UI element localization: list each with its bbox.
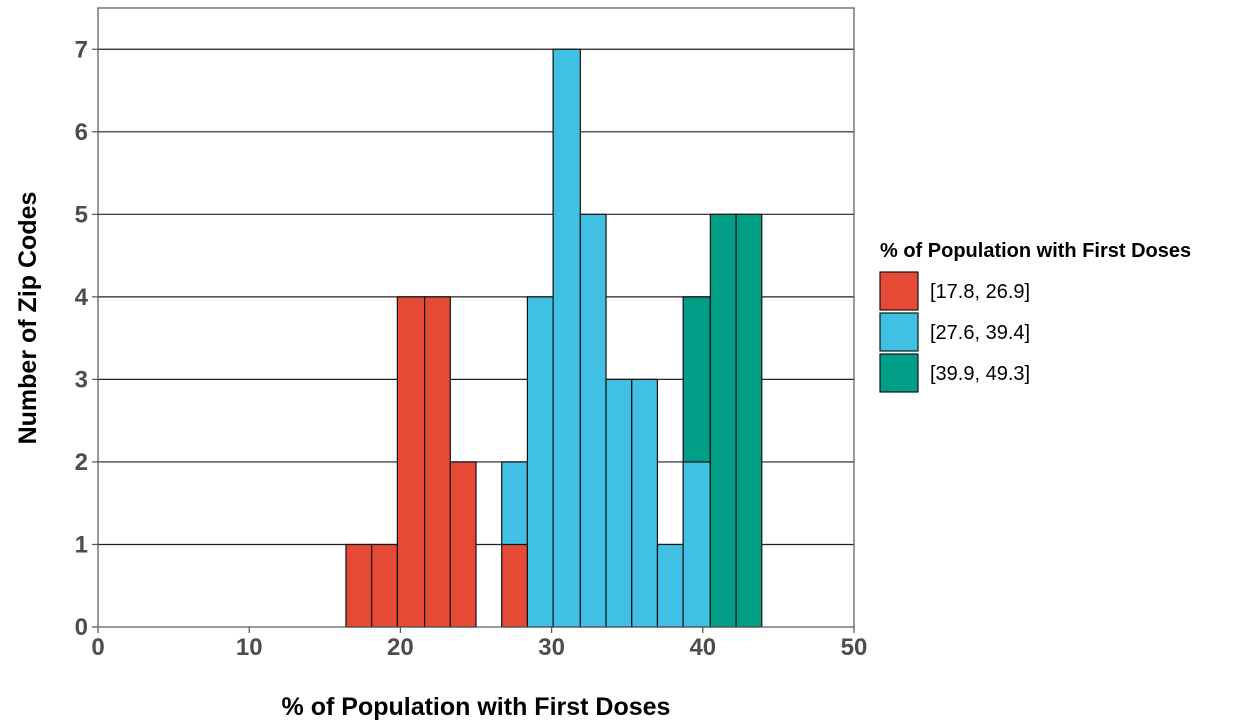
x-tick-label-40: 40 — [689, 634, 716, 661]
y-tick-label-5: 5 — [75, 201, 88, 228]
bar-bin-16-series-3 — [735, 213, 763, 628]
bar-bin-9-series-2 — [552, 48, 581, 628]
bar-bin-15-series-3 — [709, 213, 737, 628]
legend-swatch-2 — [879, 312, 919, 352]
plot-border — [97, 7, 855, 628]
x-axis-title: % of Population with First Doses — [282, 693, 671, 721]
bar-bin-8-series-2 — [526, 296, 554, 628]
bar-bin-4-series-1 — [423, 296, 451, 628]
x-tick-label-20: 20 — [387, 634, 414, 661]
bar-bin-3-series-1 — [396, 296, 426, 628]
legend-label-2: [27.6, 39.4] — [930, 322, 1030, 344]
y-tick-label-1: 1 — [75, 531, 88, 558]
y-axis-title: Number of Zip Codes — [14, 192, 42, 445]
legend: % of Population with First Doses [17.8, … — [879, 240, 1191, 393]
legend-title: % of Population with First Doses — [880, 240, 1191, 262]
y-tick-label-6: 6 — [75, 119, 88, 146]
legend-swatch-1 — [879, 271, 919, 311]
gridlines — [98, 48, 854, 546]
legend-label-3: [39.9, 49.3] — [930, 363, 1030, 385]
y-tick-label-3: 3 — [75, 366, 88, 393]
y-tick-label-0: 0 — [75, 614, 88, 641]
x-tick-label-30: 30 — [538, 634, 565, 661]
axis-ticks: 0 10 20 30 40 50 0 1 2 3 4 5 6 7 — [75, 36, 868, 661]
bar-bin-13-series-2 — [656, 543, 684, 628]
bar-bin-5-series-1 — [449, 461, 477, 628]
bar-bin-10-series-2 — [579, 213, 607, 628]
bar-bin-2-series-1 — [371, 543, 398, 628]
bar-bin-11-series-2 — [605, 378, 633, 628]
x-tick-label-0: 0 — [91, 634, 104, 661]
y-tick-label-4: 4 — [75, 284, 89, 311]
legend-label-1: [17.8, 26.9] — [930, 281, 1030, 303]
bar-bin-12-series-2 — [631, 378, 659, 628]
bar-bin-7-series-1 — [501, 543, 529, 628]
bar-bin-14-series-2 — [682, 461, 711, 628]
x-tick-label-10: 10 — [236, 634, 263, 661]
y-tick-label-2: 2 — [75, 449, 88, 476]
bar-bin-14-series-3 — [682, 296, 711, 463]
x-tick-label-50: 50 — [841, 634, 868, 661]
legend-swatch-3 — [879, 353, 919, 393]
bars — [345, 48, 763, 628]
bar-bin-1-series-1 — [345, 543, 373, 628]
y-tick-label-7: 7 — [75, 36, 88, 63]
bar-bin-7-series-2 — [501, 461, 529, 546]
